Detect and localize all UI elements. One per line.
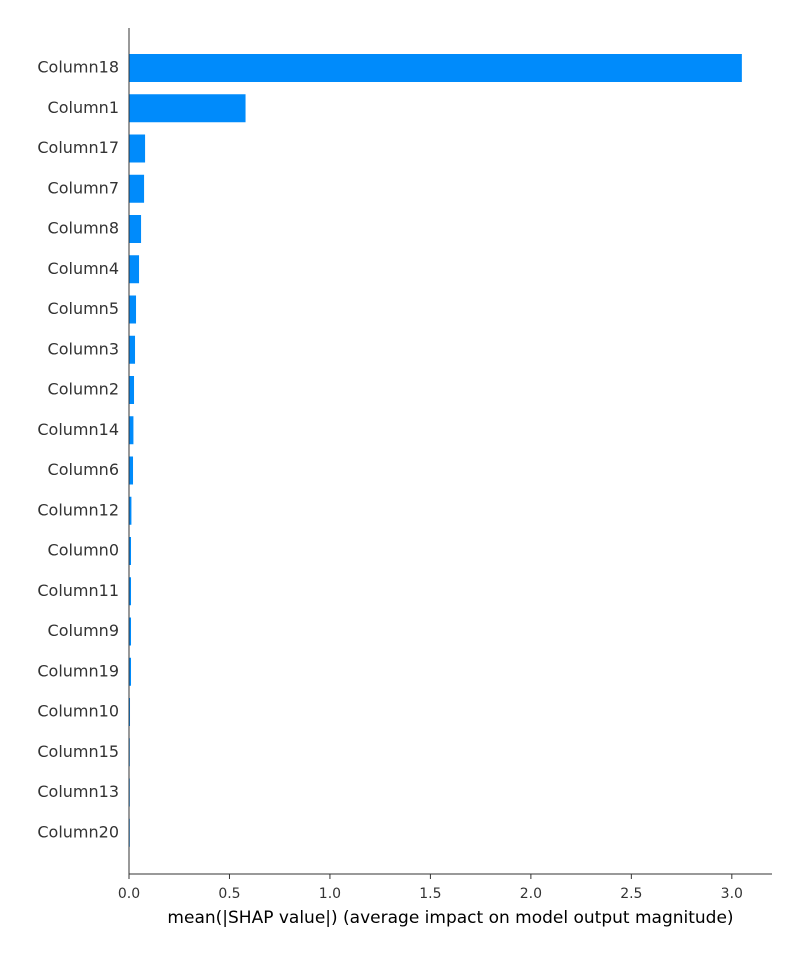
feature-label-column12: Column12 bbox=[37, 500, 119, 519]
bar-column12 bbox=[129, 496, 132, 525]
bar-column8 bbox=[129, 215, 142, 243]
feature-label-column20: Column20 bbox=[37, 822, 119, 841]
feature-label-column19: Column19 bbox=[37, 661, 119, 680]
bar-column5 bbox=[129, 295, 137, 324]
feature-label-column8: Column8 bbox=[48, 219, 119, 238]
x-tick-label: 0.5 bbox=[218, 886, 240, 902]
x-ticks-layer: 0.0 0.5 1.0 1.5 2.0 2.5 3.0 bbox=[118, 874, 743, 902]
feature-label-column17: Column17 bbox=[37, 138, 119, 157]
bar-column2 bbox=[129, 376, 135, 404]
x-tick-label: 2.5 bbox=[620, 886, 642, 902]
feature-label-column18: Column18 bbox=[37, 58, 119, 77]
feature-label-column0: Column0 bbox=[48, 541, 119, 560]
bar-column11 bbox=[129, 577, 132, 606]
bar-column17 bbox=[129, 134, 146, 163]
feature-label-column11: Column11 bbox=[37, 581, 119, 600]
feature-label-column2: Column2 bbox=[48, 380, 119, 399]
bar-column19 bbox=[129, 657, 132, 686]
bar-column14 bbox=[129, 416, 134, 445]
bar-column7 bbox=[129, 174, 145, 203]
feature-label-column15: Column15 bbox=[37, 742, 119, 761]
bar-column6 bbox=[129, 456, 134, 485]
bar-column18 bbox=[129, 54, 742, 82]
bar-column3 bbox=[129, 335, 136, 364]
bar-column10 bbox=[129, 698, 131, 726]
feature-label-column9: Column9 bbox=[48, 621, 119, 640]
feature-label-column1: Column1 bbox=[48, 98, 119, 117]
bars-layer bbox=[129, 54, 742, 847]
bar-column9 bbox=[129, 617, 132, 646]
feature-label-column14: Column14 bbox=[37, 420, 119, 439]
feature-label-column13: Column13 bbox=[37, 782, 119, 801]
feature-label-column7: Column7 bbox=[48, 178, 119, 197]
x-tick-label: 0.0 bbox=[118, 886, 140, 902]
feature-label-column5: Column5 bbox=[48, 299, 119, 318]
x-axis-title: mean(|SHAP value|) (average impact on mo… bbox=[167, 908, 733, 928]
feature-label-column6: Column6 bbox=[48, 460, 119, 479]
feature-labels-layer: Column18 Column1 Column17 Column7 Column8 Col… bbox=[37, 58, 119, 842]
bar-column0 bbox=[129, 537, 132, 565]
x-tick-label: 1.0 bbox=[319, 886, 341, 902]
bar-column1 bbox=[129, 94, 246, 123]
x-tick-label: 1.5 bbox=[419, 886, 441, 902]
feature-label-column10: Column10 bbox=[37, 702, 119, 721]
x-tick-label: 3.0 bbox=[721, 886, 743, 902]
feature-label-column3: Column3 bbox=[48, 339, 119, 358]
feature-label-column4: Column4 bbox=[48, 259, 119, 278]
x-tick-label: 2.0 bbox=[520, 886, 542, 902]
bar-column4 bbox=[129, 255, 140, 284]
